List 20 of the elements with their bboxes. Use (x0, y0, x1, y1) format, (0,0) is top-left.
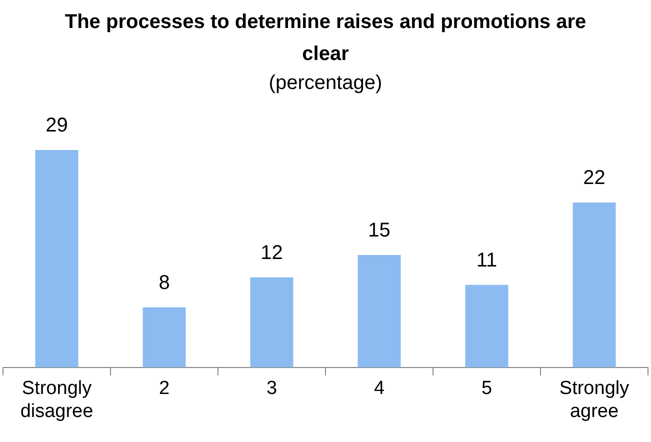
bar (35, 150, 78, 368)
chart-title: The processes to determine raises and promotions are clear (64, 10, 588, 67)
x-tick-label: 2 (158, 378, 170, 400)
x-tick-label: Strongly agree (559, 378, 630, 422)
data-label: 22 (583, 166, 606, 189)
x-tick-label: Strongly disagree (20, 378, 94, 422)
data-label: 11 (476, 249, 498, 272)
bar (358, 254, 401, 368)
chart-subtitle: (percentage) (268, 72, 384, 95)
data-label: 29 (46, 114, 68, 136)
bar (465, 284, 508, 368)
bar (142, 307, 186, 368)
data-label: 15 (368, 219, 390, 242)
x-tick-label: 3 (266, 378, 278, 400)
data-label: 8 (158, 272, 170, 294)
bar (572, 202, 616, 368)
x-tick-label: 5 (481, 378, 492, 400)
data-label: 12 (260, 242, 283, 264)
bar (250, 277, 294, 368)
x-tick-label: 4 (374, 378, 385, 400)
